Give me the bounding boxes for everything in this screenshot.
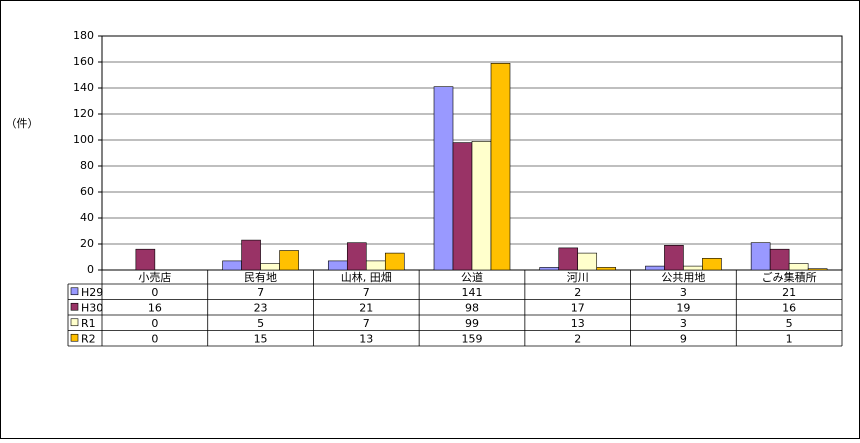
bar — [241, 239, 261, 271]
x-tick-label: 小売店 — [138, 270, 171, 284]
table-cell: 0 — [151, 286, 158, 299]
table-cell: 16 — [148, 301, 162, 314]
table-cell: 3 — [680, 286, 687, 299]
table-cell: 13 — [571, 317, 585, 330]
table-cell: 141 — [462, 286, 483, 299]
y-axis-label: （件） — [6, 117, 39, 130]
legend-label: R2 — [81, 332, 96, 345]
x-tick-label: 公共用地 — [661, 271, 705, 284]
y-tick-label: 0 — [87, 263, 94, 276]
table-cell: 23 — [254, 301, 268, 314]
table-cell: 0 — [151, 317, 158, 330]
bar — [222, 260, 242, 271]
x-tick-label: ごみ集積所 — [762, 270, 817, 284]
table-cell: 19 — [676, 301, 690, 314]
bar — [750, 242, 771, 271]
bar — [788, 263, 809, 271]
bar — [769, 248, 790, 271]
table-cell: 9 — [680, 332, 687, 345]
y-tick-label: 60 — [80, 185, 94, 198]
x-tick-label: 民有地 — [244, 270, 277, 284]
y-tick-label: 120 — [73, 107, 94, 120]
bar — [365, 260, 386, 271]
y-tick-label: 180 — [73, 29, 94, 42]
table-cell: 2 — [574, 332, 581, 345]
bar — [596, 267, 617, 271]
x-tick-label: 河川 — [567, 271, 589, 284]
legend-swatch — [70, 302, 79, 311]
bar — [471, 141, 492, 271]
x-tick-label: 山林, 田畑 — [341, 270, 392, 284]
legend-label: R1 — [81, 317, 96, 330]
table-cell: 17 — [571, 301, 585, 314]
bar — [327, 260, 348, 271]
bar — [539, 267, 560, 271]
table-cell: 16 — [782, 301, 796, 314]
legend-swatch — [70, 333, 79, 342]
bar — [279, 250, 299, 271]
bar — [384, 252, 405, 271]
bar — [645, 265, 665, 271]
table-cell: 1 — [786, 332, 793, 345]
legend-label: H30 — [81, 301, 103, 314]
table-cell: 7 — [363, 286, 370, 299]
legend-swatch — [70, 287, 79, 296]
table-cell: 3 — [680, 317, 687, 330]
bar — [664, 245, 684, 271]
table-cell: 21 — [359, 301, 373, 314]
bar — [807, 268, 828, 271]
table-cell: 5 — [257, 317, 264, 330]
y-tick-label: 160 — [73, 55, 94, 68]
y-tick-label: 40 — [80, 211, 94, 224]
table-cell: 13 — [359, 332, 373, 345]
table-cell: 7 — [257, 286, 264, 299]
table-cell: 159 — [462, 332, 483, 345]
table-cell: 7 — [363, 317, 370, 330]
y-tick-label: 140 — [73, 81, 94, 94]
table-cell: 98 — [465, 301, 479, 314]
y-tick-label: 20 — [80, 237, 94, 250]
bar — [260, 263, 280, 271]
table-cell: 0 — [151, 332, 158, 345]
bar — [683, 265, 703, 271]
y-tick-label: 100 — [73, 133, 94, 146]
bar — [490, 62, 511, 271]
x-tick-label: 公道 — [461, 270, 483, 284]
bar — [702, 257, 722, 271]
table-cell: 5 — [786, 317, 793, 330]
y-tick-label: 80 — [80, 159, 94, 172]
legend-label: H29 — [81, 286, 103, 299]
table-cell: 2 — [574, 286, 581, 299]
table-cell: 15 — [254, 332, 268, 345]
legend-swatch — [70, 318, 79, 327]
bar — [433, 86, 454, 271]
table-cell: 99 — [465, 317, 479, 330]
bar — [135, 248, 156, 271]
bar — [346, 242, 367, 271]
bar — [558, 247, 579, 271]
table-cell: 21 — [782, 286, 796, 299]
bar — [577, 252, 598, 271]
bar — [452, 142, 473, 271]
